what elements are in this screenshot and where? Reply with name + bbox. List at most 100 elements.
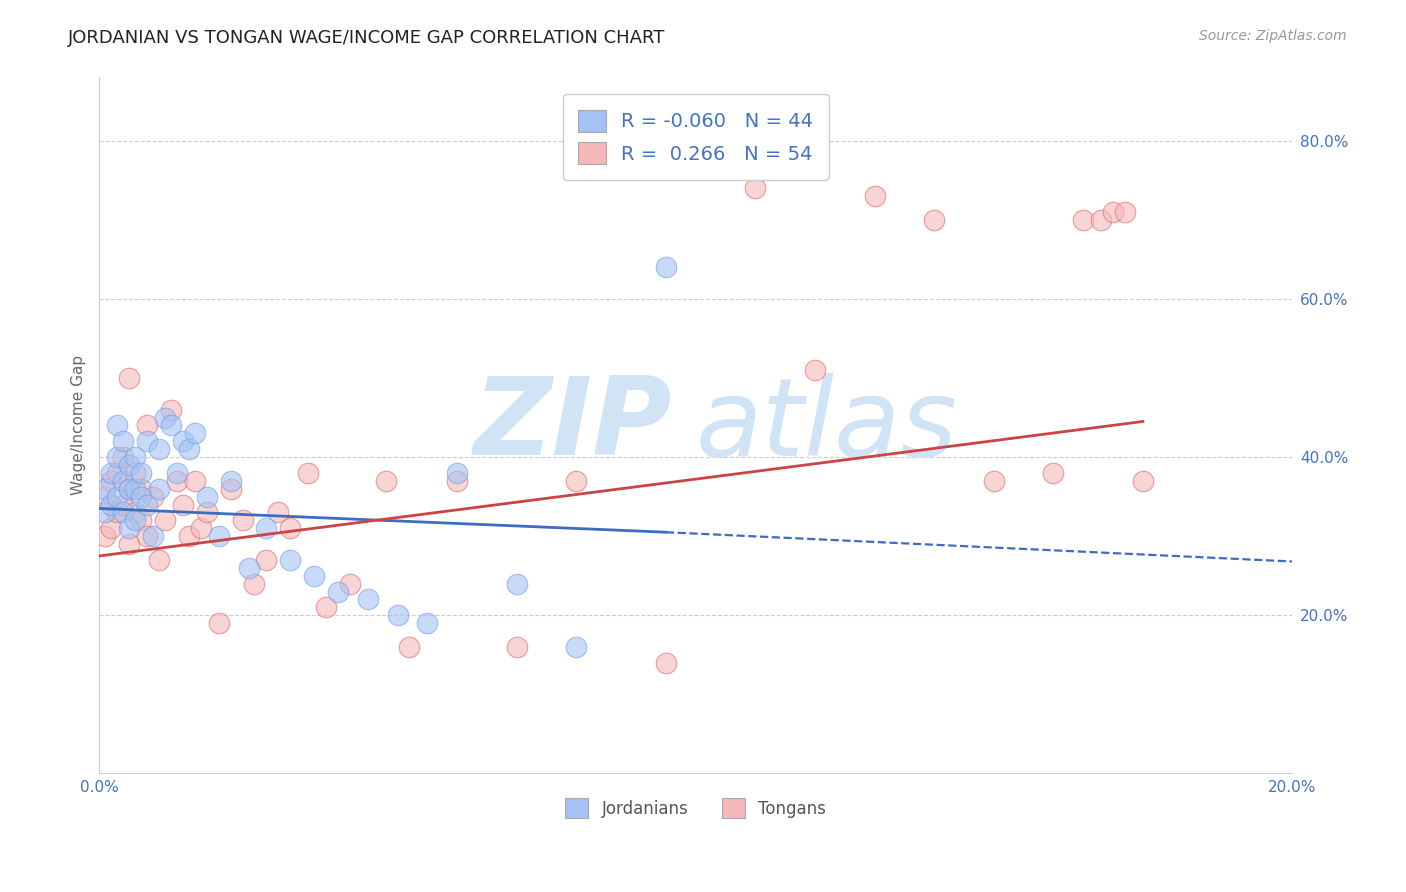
Point bbox=[326, 584, 349, 599]
Point bbox=[112, 498, 135, 512]
Point bbox=[339, 576, 361, 591]
Point bbox=[118, 537, 141, 551]
Point bbox=[655, 656, 678, 670]
Point bbox=[94, 482, 117, 496]
Point bbox=[142, 529, 165, 543]
Point bbox=[160, 418, 183, 433]
Point bbox=[136, 434, 159, 449]
Point bbox=[105, 418, 128, 433]
Point bbox=[105, 505, 128, 519]
Point bbox=[506, 576, 529, 591]
Point bbox=[195, 490, 218, 504]
Point bbox=[387, 608, 409, 623]
Point bbox=[655, 260, 678, 275]
Point bbox=[922, 212, 945, 227]
Point bbox=[565, 474, 588, 488]
Point bbox=[129, 482, 152, 496]
Point bbox=[94, 490, 117, 504]
Point bbox=[565, 640, 588, 654]
Point bbox=[148, 442, 170, 457]
Point bbox=[208, 529, 231, 543]
Point bbox=[1114, 205, 1136, 219]
Point bbox=[124, 513, 146, 527]
Point bbox=[136, 529, 159, 543]
Point bbox=[124, 450, 146, 464]
Point bbox=[129, 466, 152, 480]
Point bbox=[118, 482, 141, 496]
Point bbox=[1102, 205, 1125, 219]
Point bbox=[118, 458, 141, 472]
Point bbox=[160, 402, 183, 417]
Point bbox=[315, 600, 337, 615]
Text: ZIP: ZIP bbox=[474, 373, 672, 478]
Point bbox=[374, 474, 396, 488]
Point bbox=[105, 450, 128, 464]
Point bbox=[1132, 474, 1154, 488]
Point bbox=[804, 363, 827, 377]
Point bbox=[100, 521, 122, 535]
Point bbox=[184, 474, 207, 488]
Point bbox=[118, 371, 141, 385]
Point bbox=[129, 490, 152, 504]
Point bbox=[172, 434, 194, 449]
Point bbox=[148, 553, 170, 567]
Point bbox=[112, 505, 135, 519]
Point bbox=[302, 568, 325, 582]
Point bbox=[267, 505, 290, 519]
Point bbox=[297, 466, 319, 480]
Point bbox=[184, 426, 207, 441]
Point bbox=[983, 474, 1005, 488]
Point bbox=[506, 640, 529, 654]
Point bbox=[219, 482, 242, 496]
Point bbox=[172, 498, 194, 512]
Point bbox=[153, 513, 176, 527]
Point bbox=[744, 181, 766, 195]
Point bbox=[100, 466, 122, 480]
Point bbox=[105, 466, 128, 480]
Point bbox=[94, 505, 117, 519]
Point bbox=[1090, 212, 1112, 227]
Point bbox=[238, 561, 260, 575]
Point bbox=[446, 466, 468, 480]
Point bbox=[124, 466, 146, 480]
Point bbox=[166, 466, 188, 480]
Point bbox=[142, 490, 165, 504]
Point bbox=[118, 521, 141, 535]
Text: atlas: atlas bbox=[696, 373, 957, 478]
Point bbox=[1071, 212, 1094, 227]
Point bbox=[254, 521, 277, 535]
Point bbox=[278, 553, 301, 567]
Point bbox=[177, 529, 200, 543]
Point bbox=[112, 474, 135, 488]
Text: Source: ZipAtlas.com: Source: ZipAtlas.com bbox=[1199, 29, 1347, 43]
Point bbox=[232, 513, 254, 527]
Point bbox=[166, 474, 188, 488]
Point bbox=[118, 482, 141, 496]
Point bbox=[124, 505, 146, 519]
Point bbox=[100, 498, 122, 512]
Text: JORDANIAN VS TONGAN WAGE/INCOME GAP CORRELATION CHART: JORDANIAN VS TONGAN WAGE/INCOME GAP CORR… bbox=[67, 29, 665, 46]
Point bbox=[398, 640, 420, 654]
Point bbox=[219, 474, 242, 488]
Point bbox=[863, 189, 886, 203]
Point bbox=[136, 498, 159, 512]
Point bbox=[136, 418, 159, 433]
Point bbox=[190, 521, 212, 535]
Point bbox=[357, 592, 380, 607]
Point bbox=[416, 616, 439, 631]
Point bbox=[148, 482, 170, 496]
Point bbox=[195, 505, 218, 519]
Point bbox=[153, 410, 176, 425]
Point bbox=[243, 576, 266, 591]
Point bbox=[94, 529, 117, 543]
Point bbox=[254, 553, 277, 567]
Point bbox=[112, 450, 135, 464]
Y-axis label: Wage/Income Gap: Wage/Income Gap bbox=[72, 355, 86, 495]
Point bbox=[105, 490, 128, 504]
Point bbox=[112, 434, 135, 449]
Point bbox=[208, 616, 231, 631]
Point bbox=[124, 482, 146, 496]
Point bbox=[278, 521, 301, 535]
Point bbox=[177, 442, 200, 457]
Point bbox=[129, 513, 152, 527]
